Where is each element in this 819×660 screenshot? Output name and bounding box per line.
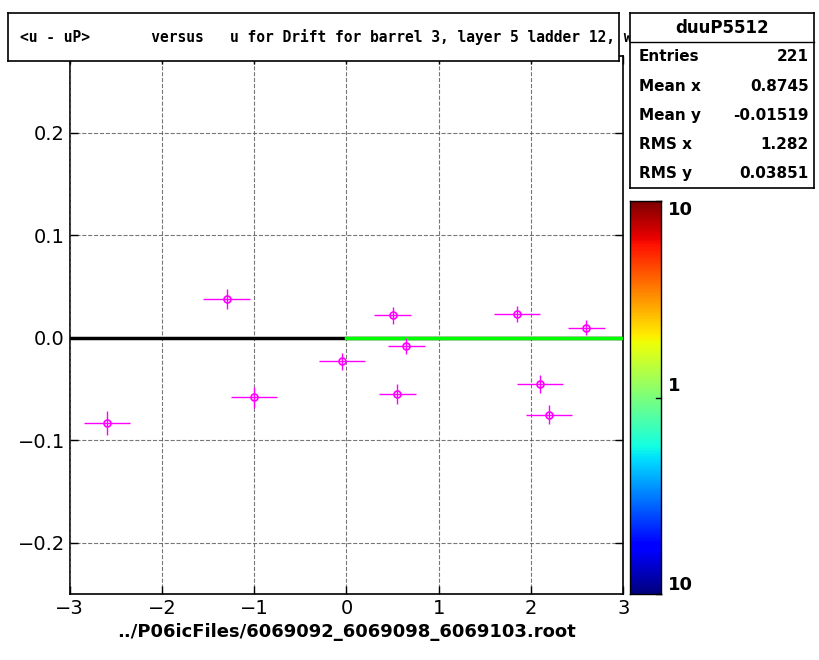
Text: 10: 10 (667, 201, 691, 219)
Text: 0.8745: 0.8745 (749, 79, 808, 94)
Text: RMS y: RMS y (638, 166, 691, 181)
Text: 0.03851: 0.03851 (739, 166, 808, 181)
Text: 1: 1 (667, 377, 679, 395)
Text: 10: 10 (667, 576, 691, 594)
X-axis label: ../P06icFiles/6069092_6069098_6069103.root: ../P06icFiles/6069092_6069098_6069103.ro… (117, 624, 575, 642)
Text: 1.282: 1.282 (759, 137, 808, 152)
Text: Mean x: Mean x (638, 79, 700, 94)
Text: -0.01519: -0.01519 (732, 108, 808, 123)
Text: <u - uP>       versus   u for Drift for barrel 3, layer 5 ladder 12, wafer 5: <u - uP> versus u for Drift for barrel 3… (20, 29, 685, 45)
Text: duuP5512: duuP5512 (674, 18, 768, 37)
Text: 221: 221 (776, 50, 808, 65)
Text: RMS x: RMS x (638, 137, 691, 152)
Text: Entries: Entries (638, 50, 699, 65)
Text: Mean y: Mean y (638, 108, 700, 123)
